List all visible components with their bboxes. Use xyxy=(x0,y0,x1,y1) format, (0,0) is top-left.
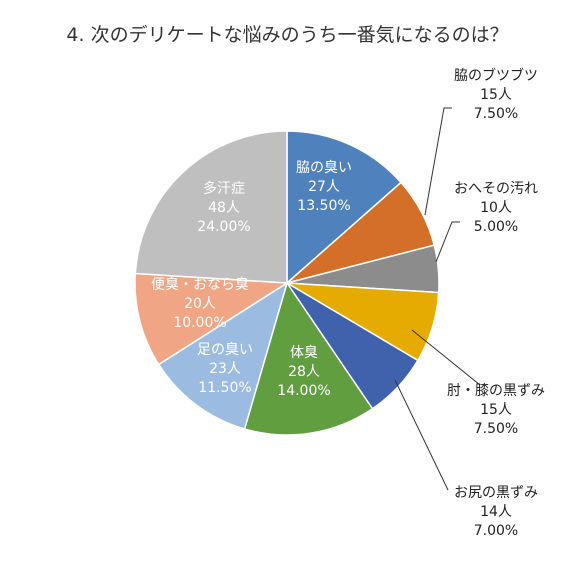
slice-percent: 7.50% xyxy=(474,421,518,437)
slice-name: 足の臭い xyxy=(197,342,253,358)
slice-percent: 7.50% xyxy=(474,106,518,122)
slice-count: 27人 xyxy=(308,179,340,195)
slice-name: お尻の黒ずみ xyxy=(454,485,538,501)
data-label-slice-4: 肘・膝の黒ずみ 15人 7.50% xyxy=(447,383,545,437)
leader-line-slice-4 xyxy=(411,329,481,386)
slice-percent: 10.00% xyxy=(173,315,226,331)
slice-name: 脇のブツブツ xyxy=(454,67,538,84)
slice-count: 15人 xyxy=(480,402,512,418)
leader-line-slice-5 xyxy=(394,379,449,491)
slice-name: 脇の臭い xyxy=(296,160,352,176)
data-label-slice-2: 脇のブツブツ 15人 7.50% xyxy=(454,67,538,122)
slice-count: 10人 xyxy=(480,200,512,216)
slice-name: 肘・膝の黒ずみ xyxy=(447,383,545,399)
slice-percent: 11.50% xyxy=(198,380,251,396)
data-label-slice-6: 体臭 28人 14.00% xyxy=(277,345,330,399)
slice-percent: 24.00% xyxy=(197,219,250,235)
data-label-slice-8: 便臭・おなら臭 20人 10.00% xyxy=(151,277,249,331)
pie-slice-1 xyxy=(286,130,403,285)
slice-name: 体臭 xyxy=(290,345,318,361)
slice-count: 48人 xyxy=(208,200,240,216)
leader-line-slice-2 xyxy=(424,107,452,216)
slice-percent: 13.50% xyxy=(297,198,350,214)
slice-percent: 5.00% xyxy=(474,219,518,235)
pie-slice-8 xyxy=(134,272,290,366)
data-label-slice-3: おへその汚れ 10人 5.00% xyxy=(454,181,538,235)
slice-count: 14人 xyxy=(480,504,512,520)
slice-percent: 14.00% xyxy=(277,383,330,399)
slice-name: 多汗症 xyxy=(203,180,245,197)
slice-count: 28人 xyxy=(288,364,320,380)
data-label-slice-5: お尻の黒ずみ 14人 7.00% xyxy=(454,485,538,539)
data-label-slice-7: 足の臭い 23人 11.50% xyxy=(197,342,253,396)
slice-count: 20人 xyxy=(184,296,216,312)
data-label-slice-1: 脇の臭い 27人 13.50% xyxy=(296,160,352,214)
slice-name: おへその汚れ xyxy=(454,181,538,197)
data-label-slice-9: 多汗症 48人 24.00% xyxy=(197,180,250,235)
leader-line-slice-3 xyxy=(435,221,460,263)
pie-slices xyxy=(134,130,440,436)
slice-count: 15人 xyxy=(480,87,512,103)
slice-name: 便臭・おなら臭 xyxy=(151,277,249,293)
slice-count: 23人 xyxy=(209,361,241,377)
chart-title: 4. 次のデリケートな悩みのうち一番気になるのは？ xyxy=(66,24,509,46)
pie-slice-9 xyxy=(134,130,288,284)
pie-slice-7 xyxy=(157,281,289,430)
slice-percent: 7.00% xyxy=(474,523,518,539)
